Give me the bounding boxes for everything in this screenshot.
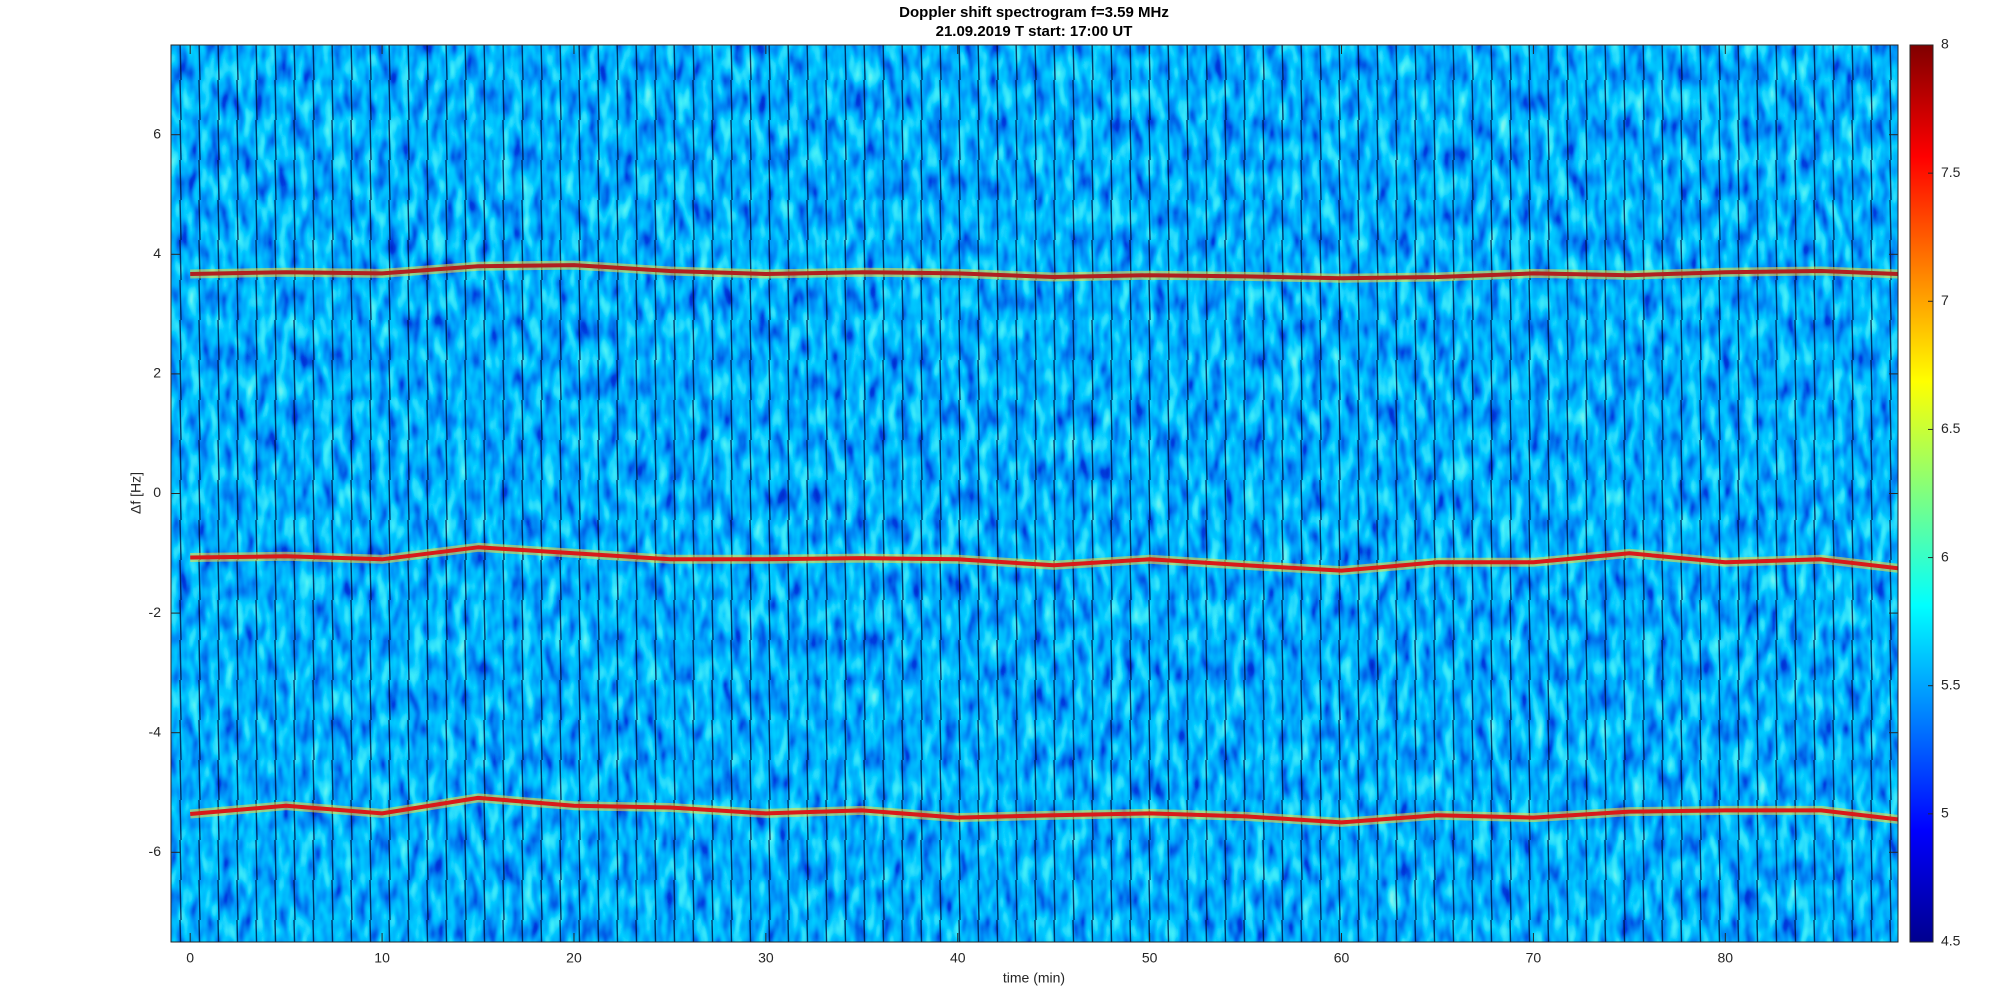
y-axis-label: Δf [Hz] (128, 472, 144, 514)
colorbar (1909, 44, 1934, 943)
colorbar-tick-label: 6.5 (1941, 420, 1961, 436)
colorbar-tick-label: 4.5 (1941, 933, 1961, 949)
doppler-trace (190, 795, 1898, 825)
x-tick-label: 50 (1142, 950, 1158, 966)
y-tick-label: 4 (153, 245, 161, 261)
x-tick-label: 60 (1334, 950, 1350, 966)
y-tick-label: -6 (149, 843, 162, 859)
doppler-trace (190, 545, 1898, 573)
y-tick-label: 6 (153, 125, 161, 141)
colorbar-tick-label: 6 (1941, 548, 1949, 564)
chart-subtitle: 21.09.2019 T start: 17:00 UT (936, 23, 1133, 40)
x-tick-label: 10 (374, 950, 390, 966)
chart-title: Doppler shift spectrogram f=3.59 MHz (899, 4, 1169, 21)
y-tick-label: 0 (153, 484, 161, 500)
x-tick-label: 70 (1526, 950, 1542, 966)
x-tick-label: 30 (758, 950, 774, 966)
colorbar-tick-label: 8 (1941, 36, 1949, 52)
colorbar-tick-label: 7 (1941, 292, 1949, 308)
y-tick-label: 2 (153, 365, 161, 381)
doppler-trace (190, 263, 1898, 281)
y-tick-label: -4 (149, 723, 162, 739)
x-tick-label: 20 (566, 950, 582, 966)
traces (189, 260, 1898, 827)
x-tick-label: 0 (186, 950, 194, 966)
x-axis-label: time (min) (1003, 970, 1065, 986)
x-tick-label: 40 (950, 950, 966, 966)
colorbar-tick-label: 5 (1941, 805, 1949, 821)
colorbar-tick-label: 5.5 (1941, 676, 1961, 692)
x-tick-label: 80 (1718, 950, 1734, 966)
colorbar-tick-label: 7.5 (1941, 164, 1961, 180)
time-gaps (171, 45, 1898, 942)
y-tick-label: -2 (149, 604, 162, 620)
